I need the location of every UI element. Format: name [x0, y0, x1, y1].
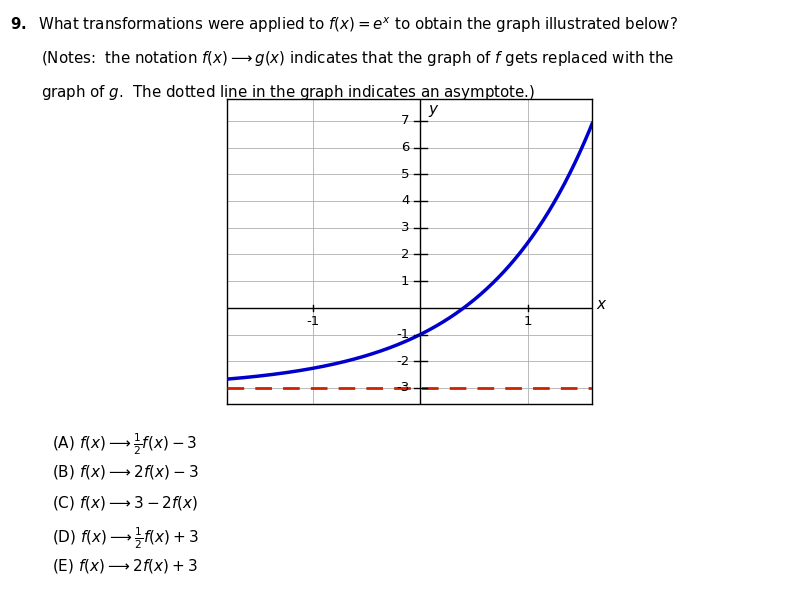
Text: graph of $g$.  The dotted line in the graph indicates an asymptote.): graph of $g$. The dotted line in the gra…: [41, 83, 536, 102]
Text: (B) $f(x) \longrightarrow 2f(x) - 3$: (B) $f(x) \longrightarrow 2f(x) - 3$: [52, 463, 198, 481]
Text: -1: -1: [396, 328, 409, 341]
Text: y: y: [429, 102, 438, 117]
Text: 2: 2: [401, 248, 409, 261]
Text: (Notes:  the notation $f(x) \longrightarrow g(x)$ indicates that the graph of $f: (Notes: the notation $f(x) \longrightarr…: [41, 49, 675, 68]
Text: (A) $f(x) \longrightarrow \frac{1}{2}f(x) - 3$: (A) $f(x) \longrightarrow \frac{1}{2}f(x…: [52, 431, 197, 456]
Text: 1: 1: [401, 274, 409, 288]
Text: (E) $f(x) \longrightarrow 2f(x) + 3$: (E) $f(x) \longrightarrow 2f(x) + 3$: [52, 557, 197, 575]
Text: 7: 7: [401, 115, 409, 127]
Text: x: x: [596, 297, 606, 312]
Text: -2: -2: [396, 355, 409, 368]
Text: 5: 5: [401, 168, 409, 181]
Text: 3: 3: [401, 221, 409, 234]
Text: 1: 1: [523, 315, 532, 327]
Text: 6: 6: [401, 141, 409, 154]
Text: 4: 4: [401, 195, 409, 207]
Text: (D) $f(x) \longrightarrow \frac{1}{2}f(x) + 3$: (D) $f(x) \longrightarrow \frac{1}{2}f(x…: [52, 525, 199, 551]
Text: (C) $f(x) \longrightarrow 3 - 2f(x)$: (C) $f(x) \longrightarrow 3 - 2f(x)$: [52, 494, 198, 512]
Text: -1: -1: [306, 315, 320, 327]
Text: $\mathbf{9.}$  What transformations were applied to $f(x) = e^x$ to obtain the g: $\mathbf{9.}$ What transformations were …: [10, 15, 677, 35]
Text: -3: -3: [396, 382, 409, 394]
